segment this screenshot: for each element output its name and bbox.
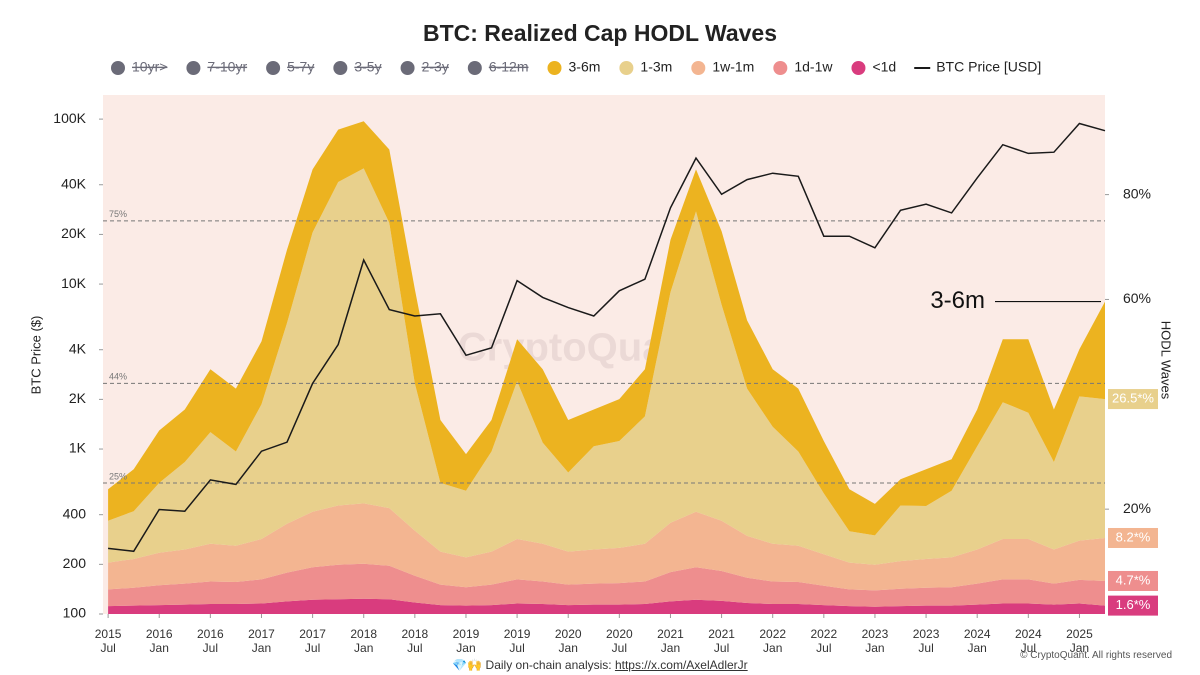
end-label-box (1108, 527, 1158, 548)
x-tick-label: 2020 Jul (605, 627, 633, 655)
end-label: 8.2*% (1116, 529, 1151, 544)
y2-tick-label: 80% (1123, 185, 1151, 201)
footer: 💎🙌 Daily on-chain analysis: https://x.co… (0, 658, 1200, 672)
legend-label: 3-6m (569, 59, 601, 75)
x-tick-label: 2025 Jan (1066, 627, 1093, 655)
x-tick-label: 2019 Jul (503, 627, 531, 655)
x-tick-label: 2024 Jan (963, 627, 991, 655)
legend-marker (691, 61, 706, 75)
y2-tick-label: 60% (1123, 290, 1151, 306)
legend-label: 5-7y (287, 59, 314, 75)
end-label-box (1108, 570, 1158, 591)
reference-label: 25% (109, 471, 127, 481)
y-tick-label: 200 (63, 555, 87, 571)
legend-marker (111, 61, 125, 75)
legend-marker (467, 61, 482, 75)
x-tick-label: 2024 Jul (1014, 627, 1042, 655)
x-tick-label: 2018 Jan (350, 627, 378, 655)
x-tick-label: 2022 Jan (759, 627, 787, 655)
x-tick-label: 2019 Jan (452, 627, 480, 655)
end-label: 26.5*% (1112, 390, 1154, 405)
x-tick-label: 2016 Jan (145, 627, 173, 655)
end-label-box (1108, 389, 1158, 410)
legend-label: 3-5y (354, 59, 381, 75)
footer-link[interactable]: https://x.com/AxelAdlerJr (614, 658, 748, 672)
y-tick-label: 100K (53, 110, 86, 126)
y-tick-label: 400 (63, 505, 87, 521)
chart-title: BTC: Realized Cap HODL Waves (423, 20, 777, 46)
price-line (108, 122, 1106, 553)
y2-axis-title: HODL Waves (1159, 321, 1174, 400)
y-tick-label: 20K (61, 225, 87, 241)
legend-marker (186, 61, 201, 75)
x-tick-label: 2017 Jul (299, 627, 326, 655)
legend-marker (266, 61, 281, 75)
annotation: 3-6m (930, 287, 985, 314)
credit: © CryptoQuant. All rights reserved (1020, 650, 1172, 661)
legend-marker (773, 61, 788, 75)
y-tick-label: 4K (69, 340, 87, 356)
legend-marker (619, 61, 634, 75)
reference-label: 44% (109, 372, 127, 382)
y-tick-label: 1K (69, 440, 87, 456)
area-band (108, 503, 1106, 591)
legend-label: <1d (872, 59, 896, 75)
end-label-box (1108, 595, 1158, 616)
y-tick-label: 10K (61, 275, 87, 291)
y2-tick-label: 20% (1123, 500, 1151, 516)
legend-label: 1-3m (640, 59, 672, 75)
legend-marker (547, 61, 562, 75)
end-label: 1.6*% (1116, 597, 1151, 612)
x-tick-label: 2021 Jan (657, 627, 684, 655)
x-tick-label: 2023 Jul (912, 627, 940, 655)
footer-text: 💎🙌 Daily on-chain analysis: (452, 658, 615, 672)
area-band (108, 563, 1106, 607)
end-label: 4.7*% (1116, 572, 1151, 587)
legend-marker (851, 61, 866, 75)
y-tick-label: 100 (63, 605, 87, 621)
legend-label: 1w-1m (712, 59, 754, 75)
legend-label: BTC Price [USD] (936, 59, 1041, 75)
x-tick-label: 2023 Jan (861, 627, 889, 655)
y-axis-title: BTC Price ($) (28, 316, 43, 395)
legend-label: 6-12m (489, 59, 529, 75)
x-tick-label: 2022 Jul (810, 627, 838, 655)
legend-label: 2-3y (422, 59, 449, 75)
x-tick-label: 2020 Jan (554, 627, 582, 655)
y-tick-label: 2K (69, 390, 87, 406)
legend-marker (400, 61, 415, 75)
x-tick-label: 2018 Jul (401, 627, 429, 655)
y-tick-label: 40K (61, 175, 87, 191)
x-tick-label: 2021 Jul (708, 627, 735, 655)
area-band (108, 168, 1106, 565)
x-tick-label: 2017 Jan (248, 627, 275, 655)
reference-label: 75% (109, 209, 127, 219)
x-tick-label: 2015 Jul (94, 627, 122, 655)
legend-label: 1d-1w (794, 59, 833, 75)
legend-label: 10yr> (132, 59, 167, 75)
x-tick-label: 2016 Jul (196, 627, 224, 655)
legend-marker (333, 61, 348, 75)
legend-label: 7-10yr (207, 59, 247, 75)
area-band (108, 598, 1106, 614)
